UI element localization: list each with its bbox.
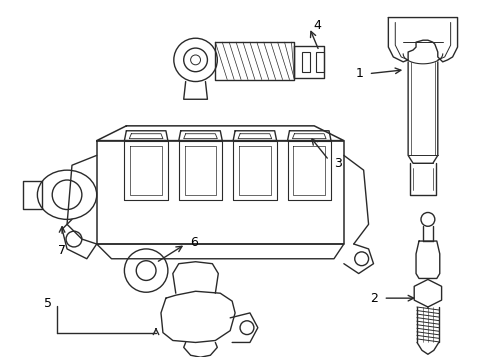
Text: 7: 7 — [58, 244, 66, 257]
Bar — [302, 52, 310, 72]
Text: 6: 6 — [191, 235, 198, 248]
Bar — [316, 52, 324, 72]
Text: 3: 3 — [334, 157, 342, 170]
Text: 4: 4 — [313, 19, 321, 32]
Text: 1: 1 — [356, 67, 364, 80]
Text: 2: 2 — [370, 292, 378, 305]
Text: 5: 5 — [44, 297, 52, 310]
